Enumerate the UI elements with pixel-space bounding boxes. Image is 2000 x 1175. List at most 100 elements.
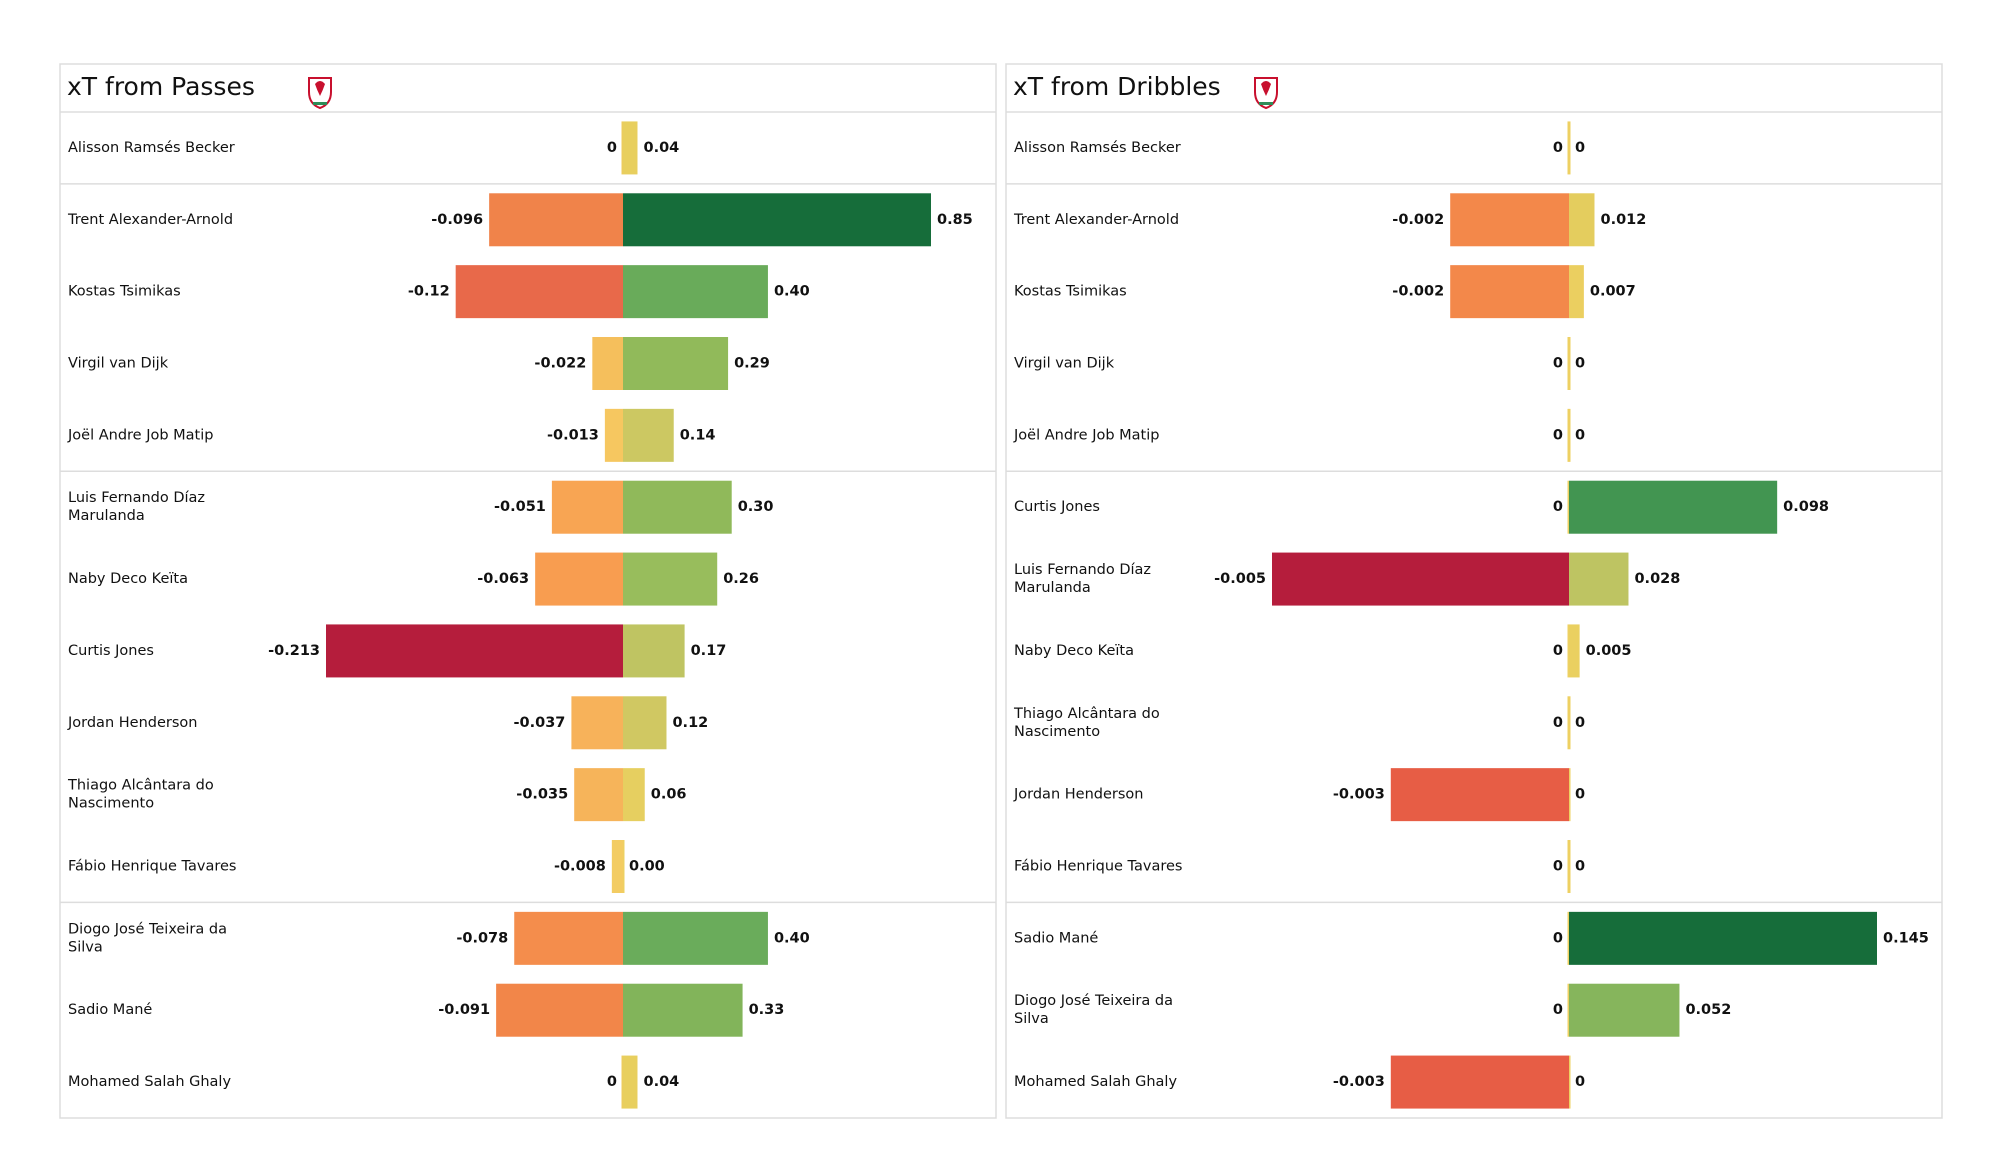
value-label: 0 — [1575, 427, 1585, 443]
bar — [1567, 983, 1569, 1037]
player-name: Naby Deco Keïta — [1014, 643, 1134, 659]
bar — [1569, 911, 1877, 965]
bar — [1450, 193, 1569, 247]
bar — [1569, 121, 1571, 175]
bar — [1567, 408, 1569, 462]
name-line: Nascimento — [68, 796, 154, 812]
bar — [1569, 696, 1571, 750]
name-line: Marulanda — [1014, 580, 1091, 596]
value-label: -0.213 — [268, 643, 320, 659]
value-label: -0.063 — [477, 571, 529, 587]
value-label: -0.003 — [1333, 1074, 1385, 1090]
value-label: 0.29 — [734, 356, 770, 372]
bar — [1567, 337, 1569, 390]
name-line: Diogo José Teixeira da — [68, 921, 232, 937]
value-label: -0.005 — [1214, 571, 1266, 587]
value-label: -0.091 — [438, 1002, 490, 1018]
value-label: -0.022 — [534, 356, 586, 372]
bar — [496, 983, 623, 1037]
value-label: 0 — [1553, 427, 1563, 443]
bar — [623, 337, 729, 390]
bar — [1567, 480, 1569, 534]
crest-bird — [1261, 81, 1271, 96]
bar — [1569, 552, 1629, 606]
player-name: Fábio Henrique Tavares — [68, 859, 236, 875]
value-label: 0.00 — [629, 859, 665, 875]
bar — [455, 265, 623, 319]
value-label: -0.051 — [494, 499, 546, 515]
bar — [1569, 337, 1571, 390]
value-label: 0 — [607, 140, 617, 156]
bar — [1569, 840, 1571, 893]
name-line: Thiago Alcântara do — [67, 778, 218, 794]
bar — [1272, 552, 1569, 606]
value-label: 0.12 — [672, 715, 708, 731]
value-label: 0 — [1575, 356, 1585, 372]
bar — [623, 911, 768, 965]
player-name: Joël Andre Job Matip — [1013, 427, 1159, 443]
value-label: 0 — [1575, 140, 1585, 156]
bar — [1569, 624, 1580, 678]
bar — [623, 624, 685, 678]
player-name: Alisson Ramsés Becker — [68, 140, 235, 156]
value-label: -0.002 — [1392, 212, 1444, 228]
bar — [623, 552, 718, 606]
player-name: Jordan Henderson — [1013, 787, 1143, 803]
value-label: -0.037 — [514, 715, 566, 731]
bar — [623, 983, 743, 1037]
value-label: 0.30 — [738, 499, 774, 515]
player-name: Sadio Mané — [68, 1002, 152, 1018]
bar — [621, 1055, 623, 1109]
value-label: 0.26 — [723, 571, 759, 587]
value-label: 0.06 — [651, 787, 687, 803]
player-name: Luis Fernando Díaz Marulanda — [1014, 562, 1156, 596]
name-line: Luis Fernando Díaz — [68, 490, 210, 506]
bar — [1569, 480, 1778, 534]
value-label: 0 — [1575, 859, 1585, 875]
value-label: 0.33 — [749, 1002, 785, 1018]
value-label: 0.40 — [774, 930, 810, 946]
player-name: Sadio Mané — [1014, 930, 1098, 946]
player-name: Curtis Jones — [1014, 499, 1100, 515]
crest-bird — [315, 81, 325, 96]
value-label: 0 — [1575, 1074, 1585, 1090]
player-name: Trent Alexander-Arnold — [1013, 212, 1179, 228]
value-label: -0.096 — [431, 212, 483, 228]
bar — [1567, 696, 1569, 750]
bar — [1567, 840, 1569, 893]
bar — [1569, 983, 1680, 1037]
value-label: 0.04 — [643, 1074, 679, 1090]
value-label: 0.052 — [1685, 1002, 1731, 1018]
name-line: Diogo José Teixeira da — [1014, 993, 1178, 1009]
value-label: 0.007 — [1590, 284, 1636, 300]
bar — [1390, 768, 1569, 822]
bar — [623, 121, 638, 175]
player-name: Virgil van Dijk — [68, 356, 169, 372]
bar — [326, 624, 623, 678]
value-label: 0.17 — [691, 643, 727, 659]
bar — [604, 408, 623, 462]
bar — [611, 840, 623, 893]
player-name: Diogo José Teixeira da Silva — [1014, 993, 1178, 1027]
value-label: 0 — [1553, 715, 1563, 731]
value-label: 0 — [1575, 715, 1585, 731]
player-name: Alisson Ramsés Becker — [1014, 140, 1181, 156]
player-name: Diogo José Teixeira da Silva — [68, 921, 232, 955]
bar — [574, 768, 623, 822]
player-name: Curtis Jones — [68, 643, 154, 659]
crest-base — [1259, 102, 1273, 105]
player-name: Naby Deco Keïta — [68, 571, 188, 587]
bar — [1569, 1055, 1571, 1109]
value-label: 0.14 — [680, 427, 716, 443]
value-label: 0.098 — [1783, 499, 1829, 515]
bar — [571, 696, 623, 750]
value-label: 0 — [1553, 1002, 1563, 1018]
name-line: Luis Fernando Díaz — [1014, 562, 1156, 578]
crest-base — [313, 102, 327, 105]
player-name: Joël Andre Job Matip — [67, 427, 213, 443]
bar — [623, 265, 768, 319]
bar — [489, 193, 623, 247]
bar — [1567, 121, 1569, 175]
player-name: Luis Fernando Díaz Marulanda — [68, 490, 210, 524]
